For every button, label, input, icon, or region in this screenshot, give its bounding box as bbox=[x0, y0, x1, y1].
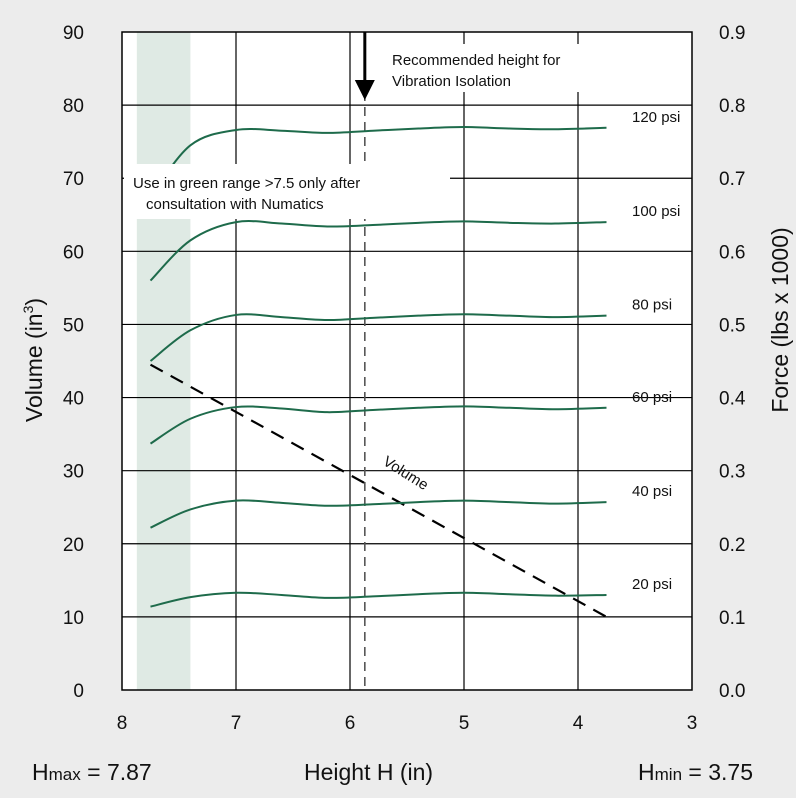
curve-label: 40 psi bbox=[632, 483, 672, 500]
curve-label: 60 psi bbox=[632, 389, 672, 406]
y2-tick-label: 0.0 bbox=[719, 681, 745, 702]
y2-tick-label: 0.8 bbox=[719, 96, 745, 117]
volume-line bbox=[149, 363, 608, 618]
y-tick-label: 20 bbox=[63, 535, 84, 556]
green-range-note-box bbox=[124, 164, 450, 219]
x-tick-label: 7 bbox=[231, 713, 242, 734]
force-curve bbox=[149, 313, 607, 362]
y2-tick-label: 0.5 bbox=[719, 315, 745, 336]
h-max-value: = 7.87 bbox=[81, 759, 152, 785]
curve-labels: 20 psi 40 psi 60 psi 80 psi 100 psi 120 psi bbox=[632, 109, 680, 593]
h-min-symbol: H bbox=[638, 759, 655, 785]
tick-labels: 8 7 6 5 4 301020304050607080900.00.10.20.30.4… bbox=[63, 23, 746, 734]
y-axis-title-text: Volume (in bbox=[21, 313, 47, 422]
force-curve bbox=[150, 499, 607, 529]
y-tick-label: 60 bbox=[63, 242, 84, 263]
green-range-band bbox=[136, 32, 191, 690]
x-tick-label: 4 bbox=[573, 713, 584, 734]
recommended-note-line-1: Recommended height for bbox=[392, 52, 560, 69]
y-tick-label: 80 bbox=[63, 96, 84, 117]
force-curve bbox=[149, 405, 607, 445]
y-tick-label: 70 bbox=[63, 169, 84, 190]
curve-label: 20 psi bbox=[632, 576, 672, 593]
plot-frame bbox=[121, 31, 693, 691]
y-tick-label: 40 bbox=[63, 389, 84, 410]
h-max-symbol: H bbox=[32, 759, 49, 785]
y-tick-label: 30 bbox=[63, 462, 84, 483]
y2-tick-label: 0.6 bbox=[719, 242, 745, 263]
curve-label: 120 psi bbox=[632, 109, 680, 126]
h-max-label: Hmax = 7.87 bbox=[32, 759, 152, 785]
y2-axis-title: Force (lbs x 1000) bbox=[767, 227, 793, 412]
y-axis-title-superscript: 3 bbox=[20, 305, 36, 313]
force-curve bbox=[150, 591, 607, 608]
y2-tick-label: 0.3 bbox=[719, 462, 745, 483]
recommended-note-line-2: Vibration Isolation bbox=[392, 73, 511, 90]
y-axis-title-close: ) bbox=[21, 298, 47, 306]
green-range-note-line-1: Use in green range >7.5 only after bbox=[133, 175, 360, 192]
curve-label: 80 psi bbox=[632, 297, 672, 314]
h-min-value: = 3.75 bbox=[682, 759, 753, 785]
y-axis-title: Volume (in3) bbox=[20, 298, 47, 422]
plot-area bbox=[122, 32, 692, 690]
y2-tick-label: 0.9 bbox=[719, 23, 745, 44]
curve-label: 100 psi bbox=[632, 203, 680, 220]
x-tick-label: 3 bbox=[687, 713, 698, 734]
x-axis-title: Height H (in) bbox=[304, 759, 433, 785]
y2-tick-label: 0.2 bbox=[719, 535, 745, 556]
y2-tick-label: 0.4 bbox=[719, 389, 746, 410]
y-tick-label: 50 bbox=[63, 315, 84, 336]
force-curve bbox=[149, 126, 607, 198]
x-tick-label: 6 bbox=[345, 713, 356, 734]
y2-tick-label: 0.7 bbox=[719, 169, 745, 190]
force-curve bbox=[149, 220, 607, 282]
y-tick-label: 10 bbox=[63, 608, 84, 629]
x-tick-label: 8 bbox=[117, 713, 128, 734]
force-curves bbox=[149, 126, 607, 608]
y-tick-label: 90 bbox=[63, 23, 84, 44]
h-min-subscript: min bbox=[655, 765, 682, 784]
y2-tick-label: 0.1 bbox=[719, 608, 745, 629]
h-min-label: Hmin = 3.75 bbox=[638, 759, 753, 785]
recommended-arrow-head bbox=[354, 80, 375, 100]
x-tick-label: 5 bbox=[459, 713, 470, 734]
recommended-note-box bbox=[386, 44, 622, 92]
green-range-note-line-2: consultation with Numatics bbox=[146, 196, 324, 213]
y-tick-label: 0 bbox=[73, 681, 84, 702]
h-max-subscript: max bbox=[49, 765, 82, 784]
